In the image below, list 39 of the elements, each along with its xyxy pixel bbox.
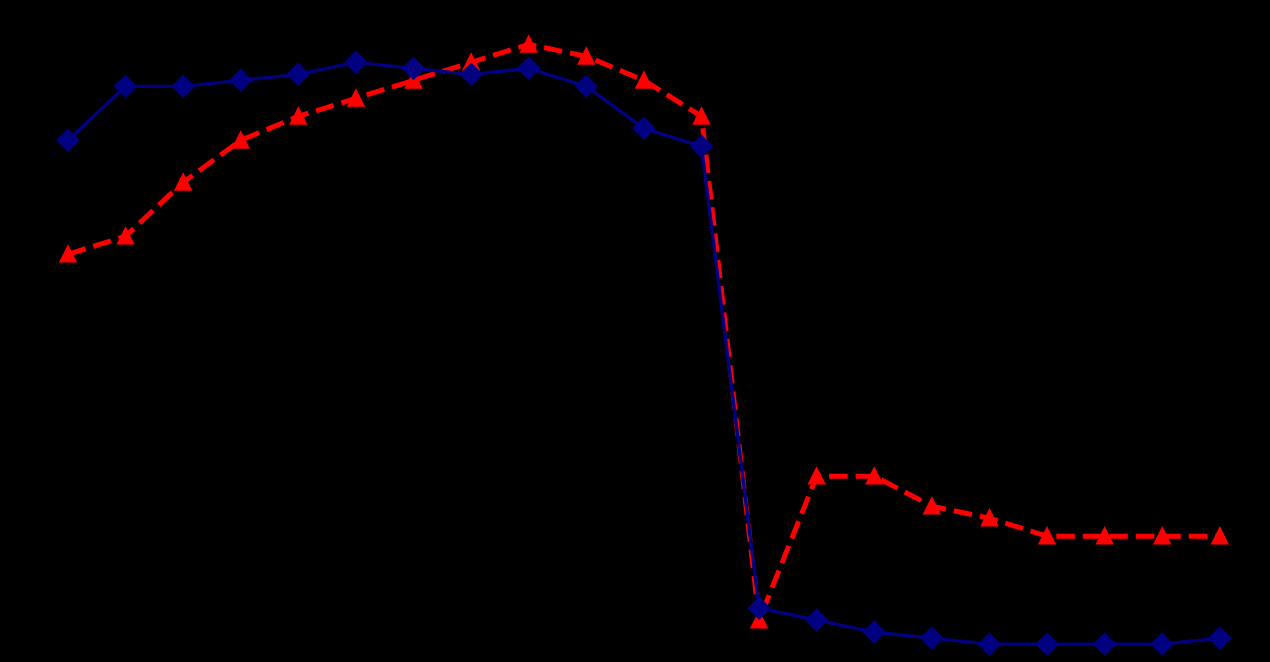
point: [805, 608, 828, 632]
point: [56, 129, 80, 152]
point: [808, 467, 826, 485]
point: [632, 117, 656, 140]
point: [1096, 527, 1113, 545]
point: [920, 626, 944, 650]
point: [117, 227, 134, 245]
point: [635, 72, 653, 89]
point: [287, 63, 310, 86]
point: [865, 467, 883, 485]
point: [577, 48, 595, 65]
point: [747, 596, 771, 620]
point: [1211, 527, 1229, 545]
point: [978, 632, 1001, 656]
point: [1093, 632, 1116, 656]
point: [520, 36, 538, 53]
point: [923, 497, 941, 515]
point: [693, 107, 710, 125]
point: [1208, 626, 1232, 650]
point: [174, 173, 192, 191]
point: [517, 57, 540, 80]
point: [59, 245, 77, 263]
point: [402, 57, 425, 80]
point: [229, 69, 252, 92]
point: [1035, 632, 1059, 656]
point: [171, 75, 195, 98]
point: [232, 131, 250, 149]
point: [114, 75, 137, 98]
point: [863, 620, 886, 644]
point: [1153, 527, 1171, 545]
point: [690, 135, 713, 158]
point: [1151, 632, 1174, 656]
point: [344, 51, 368, 74]
point: [575, 75, 598, 98]
point: [459, 63, 483, 86]
point: [347, 90, 365, 107]
point: [1038, 527, 1056, 545]
point: [981, 509, 998, 527]
point: [289, 107, 307, 125]
